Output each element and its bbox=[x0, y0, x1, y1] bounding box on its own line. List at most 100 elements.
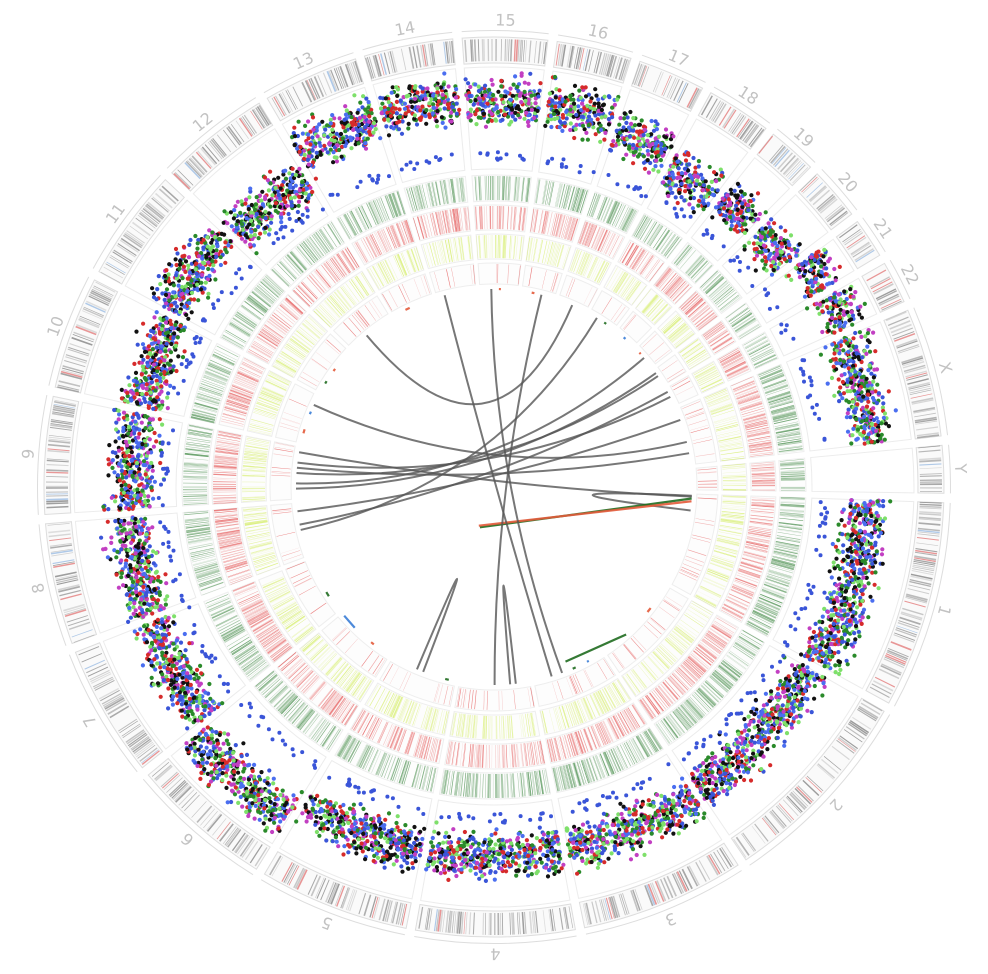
ideogram-band bbox=[53, 403, 76, 409]
scatter-point bbox=[240, 804, 245, 809]
scatter-point bbox=[492, 877, 497, 882]
scatter-point bbox=[755, 734, 760, 739]
ideogram-band bbox=[770, 145, 786, 164]
scatter-point bbox=[597, 831, 602, 836]
ideogram-band bbox=[913, 406, 936, 413]
scatter-point bbox=[770, 664, 774, 669]
ideogram-band bbox=[661, 75, 671, 96]
ideogram-band bbox=[488, 912, 490, 935]
scatter-point bbox=[487, 863, 492, 868]
ideogram-band bbox=[200, 808, 216, 826]
scatter-point bbox=[888, 499, 893, 504]
ideogram-band bbox=[78, 318, 100, 329]
ideogram-band bbox=[453, 911, 457, 934]
ideogram-band bbox=[896, 625, 918, 634]
scatter-point bbox=[359, 821, 364, 826]
scatter-point bbox=[857, 534, 862, 539]
scatter-point bbox=[166, 615, 171, 621]
ideogram-band bbox=[151, 197, 169, 213]
ideogram-band bbox=[902, 359, 924, 367]
scatter-point bbox=[798, 714, 803, 719]
scatter-point bbox=[125, 465, 130, 470]
scatter-point bbox=[748, 778, 754, 783]
scatter-point bbox=[185, 747, 190, 752]
scatter-point bbox=[336, 844, 341, 849]
chromosome-label: 4 bbox=[490, 944, 500, 963]
scatter-point bbox=[267, 796, 272, 801]
scatter-point bbox=[609, 851, 614, 856]
scatter-point bbox=[663, 830, 668, 835]
scatter-point bbox=[130, 474, 135, 479]
scatter-point bbox=[364, 814, 369, 819]
scatter-point bbox=[510, 859, 515, 864]
scatter-point bbox=[550, 841, 555, 846]
scatter-point bbox=[107, 443, 112, 448]
scatter-point bbox=[795, 698, 800, 703]
ideogram-band bbox=[713, 103, 727, 123]
ideogram-band bbox=[917, 527, 940, 532]
ideogram-band bbox=[103, 696, 124, 709]
scatter-point bbox=[734, 768, 740, 773]
scatter-point bbox=[839, 518, 844, 523]
scatter-point bbox=[613, 840, 618, 845]
ideogram-band bbox=[316, 878, 327, 899]
ideogram-band bbox=[239, 837, 254, 857]
scatter-point bbox=[128, 600, 133, 606]
scatter-point bbox=[277, 806, 282, 811]
scatter-point bbox=[161, 466, 165, 471]
scatter-point bbox=[225, 682, 230, 686]
scatter-point bbox=[734, 749, 740, 754]
ideogram-band bbox=[602, 898, 609, 921]
scatter-point bbox=[728, 750, 733, 755]
scatter-point bbox=[117, 478, 122, 483]
ideogram-band bbox=[710, 853, 723, 874]
ideogram-band bbox=[758, 135, 774, 154]
ideogram-band bbox=[173, 172, 191, 190]
ideogram-band bbox=[518, 912, 521, 935]
ideogram-band bbox=[857, 708, 877, 722]
ideogram-band bbox=[256, 106, 270, 126]
ideogram-band bbox=[46, 502, 69, 505]
scatter-point bbox=[123, 500, 128, 505]
scatter-point bbox=[484, 850, 489, 855]
scatter-point bbox=[868, 533, 873, 538]
ideogram-band bbox=[60, 372, 83, 380]
scatter-point bbox=[704, 795, 710, 800]
scatter-point bbox=[546, 830, 551, 836]
scatter-point bbox=[791, 709, 796, 714]
scatter-point bbox=[471, 829, 476, 835]
scatter-point bbox=[134, 529, 139, 534]
ideogram-band bbox=[898, 345, 920, 354]
scatter-point bbox=[222, 681, 227, 686]
ideogram-band bbox=[65, 354, 88, 362]
scatter-point bbox=[813, 638, 818, 643]
ideogram-band bbox=[599, 899, 606, 922]
ideogram-band bbox=[46, 505, 69, 509]
scatter-point bbox=[133, 479, 138, 484]
ideogram-band bbox=[283, 862, 295, 883]
ideogram-band bbox=[482, 912, 485, 935]
scatter-point bbox=[861, 509, 866, 514]
scatter-point bbox=[803, 606, 808, 611]
scatter-point bbox=[138, 531, 143, 536]
scatter-point bbox=[585, 820, 590, 825]
ideogram-band bbox=[251, 109, 265, 129]
ideogram-band bbox=[373, 897, 381, 919]
ideogram-band bbox=[779, 154, 796, 173]
scatter-point bbox=[344, 811, 349, 816]
scatter-point bbox=[177, 690, 182, 695]
scatter-point bbox=[828, 617, 833, 622]
scatter-point bbox=[661, 808, 666, 814]
ideogram-band bbox=[136, 743, 155, 758]
scatter-point bbox=[820, 674, 825, 680]
scatter-point bbox=[718, 730, 723, 735]
ideogram-band bbox=[395, 902, 402, 925]
scatter-point bbox=[149, 648, 154, 653]
scatter-point bbox=[665, 827, 670, 832]
scatter-point bbox=[276, 826, 281, 831]
ideogram-band bbox=[885, 653, 907, 663]
ideogram-band bbox=[912, 566, 935, 572]
ideogram-band bbox=[196, 805, 213, 823]
scatter-point bbox=[222, 731, 227, 736]
